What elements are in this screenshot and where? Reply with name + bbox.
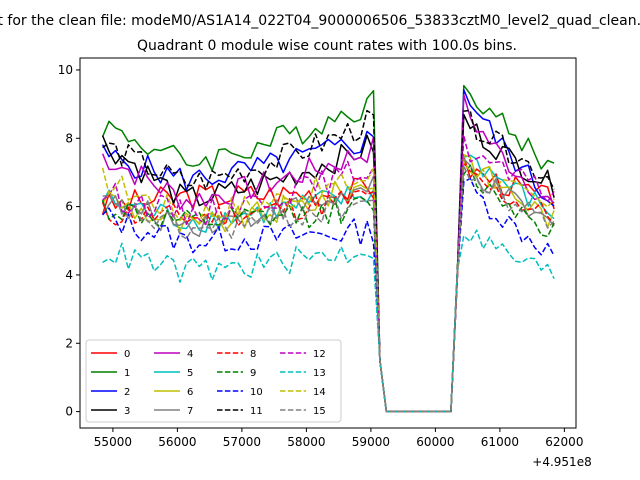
series-line-2 <box>101 89 555 413</box>
x-tick-label: 61000 <box>481 435 519 449</box>
y-tick-label: 6 <box>65 200 73 214</box>
y-tick-label: 2 <box>65 336 73 350</box>
x-tick-label: 57000 <box>223 435 261 449</box>
legend-label-8: 8 <box>250 349 256 360</box>
x-tick-label: 59000 <box>352 435 390 449</box>
x-tick-label: 56000 <box>158 435 196 449</box>
series-line-9 <box>101 164 555 413</box>
x-tick-label: 60000 <box>416 435 454 449</box>
series-line-11 <box>102 109 555 413</box>
y-tick-label: 4 <box>65 268 73 282</box>
legend-label-1: 1 <box>124 368 130 379</box>
legend-label-3: 3 <box>124 406 130 417</box>
series-layer <box>101 84 555 413</box>
y-tick-label: 8 <box>65 131 73 145</box>
plot-frame <box>79 57 577 429</box>
legend-label-10: 10 <box>250 387 263 398</box>
legend-label-7: 7 <box>187 406 193 417</box>
figure-suptitle: Plot for the clean file: modeM0/AS1A14_0… <box>0 13 640 29</box>
series-line-12 <box>102 135 555 413</box>
series-line-10 <box>102 177 555 413</box>
legend-label-4: 4 <box>187 349 193 360</box>
legend-label-9: 9 <box>250 368 256 379</box>
y-tick-label: 0 <box>65 405 73 419</box>
legend-label-12: 12 <box>313 349 326 360</box>
legend-label-13: 13 <box>313 368 326 379</box>
axes-layer: 55000 56000 57000 58000 59000 60000 61000 62000… <box>58 63 584 449</box>
legend-box <box>85 339 342 423</box>
series-line-14 <box>101 160 555 413</box>
legend-label-6: 6 <box>187 387 193 398</box>
legend-label-14: 14 <box>313 387 326 398</box>
series-line-15 <box>102 164 555 413</box>
legend-label-2: 2 <box>124 387 130 398</box>
legend-label-0: 0 <box>124 349 130 360</box>
legend-label-11: 11 <box>250 406 263 417</box>
y-tick-label: 10 <box>58 63 73 77</box>
x-tick-label: 58000 <box>287 435 325 449</box>
series-line-1 <box>101 84 555 413</box>
legend-label-15: 15 <box>313 406 326 417</box>
series-line-4 <box>101 94 555 413</box>
x-offset-label: +4.951e8 <box>532 455 591 469</box>
series-line-13 <box>102 229 555 413</box>
x-tick-label: 55000 <box>94 435 132 449</box>
chart-title: Quadrant 0 module wise count rates with … <box>137 38 517 54</box>
legend-label-5: 5 <box>187 368 193 379</box>
series-line-8 <box>101 162 555 413</box>
x-tick-label: 62000 <box>545 435 583 449</box>
